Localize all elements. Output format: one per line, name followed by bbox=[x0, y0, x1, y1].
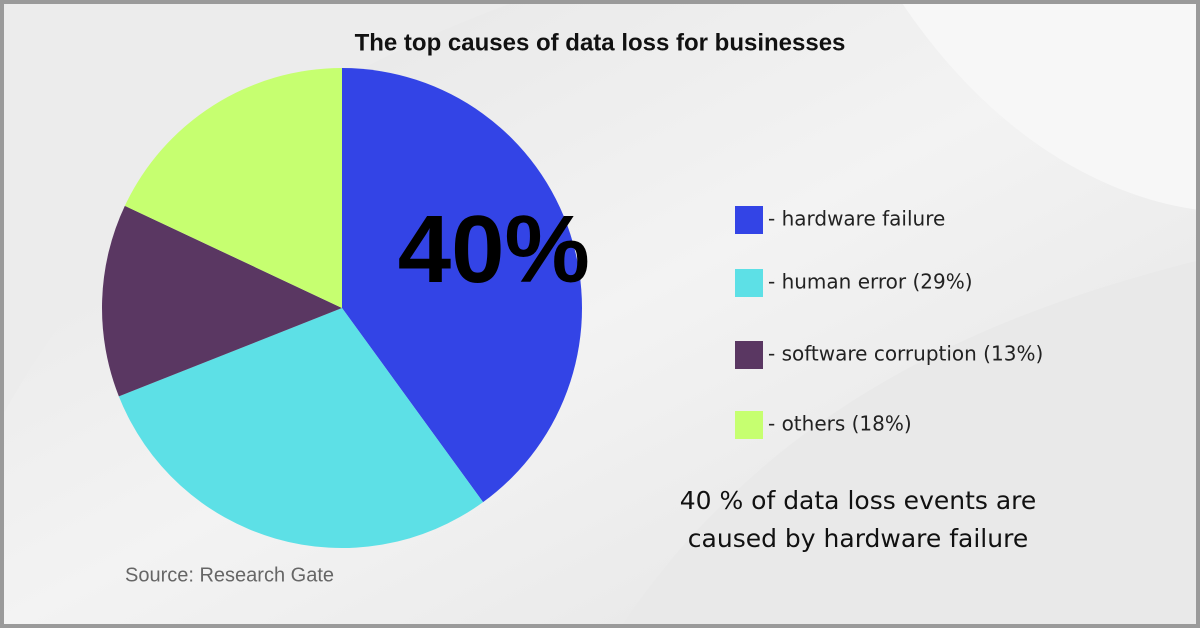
value-labels: 40% bbox=[398, 196, 590, 303]
annotation-line: caused by hardware failure bbox=[688, 524, 1028, 553]
background-shape bbox=[0, 0, 520, 420]
legend-label: - software corruption (13%) bbox=[768, 342, 1043, 366]
chart-title: The top causes of data loss for business… bbox=[355, 29, 846, 56]
pie-slice bbox=[124, 68, 342, 308]
legend-swatch bbox=[735, 411, 763, 439]
background-shape bbox=[900, 0, 1200, 210]
annotation: 40 % of data loss events are caused by ha… bbox=[680, 486, 1037, 553]
pie-slice bbox=[342, 68, 583, 503]
legend-label: - human error (29%) bbox=[768, 270, 973, 294]
legend-swatch bbox=[735, 269, 763, 297]
legend-label: - others (18%) bbox=[768, 412, 912, 436]
legend-label: - hardware failure bbox=[768, 207, 945, 231]
source: Source: Research Gate bbox=[125, 564, 334, 586]
value-label: 40% bbox=[398, 196, 590, 303]
legend-swatch bbox=[735, 341, 763, 369]
annotation-line: 40 % of data loss events are bbox=[680, 486, 1037, 515]
background-shape bbox=[620, 260, 1200, 628]
pie-slice bbox=[118, 308, 484, 548]
pie-slice bbox=[102, 205, 343, 397]
legend-swatch bbox=[735, 206, 763, 234]
pie bbox=[102, 68, 583, 548]
legend: - hardware failure - human error (29%) - s… bbox=[735, 206, 1043, 439]
